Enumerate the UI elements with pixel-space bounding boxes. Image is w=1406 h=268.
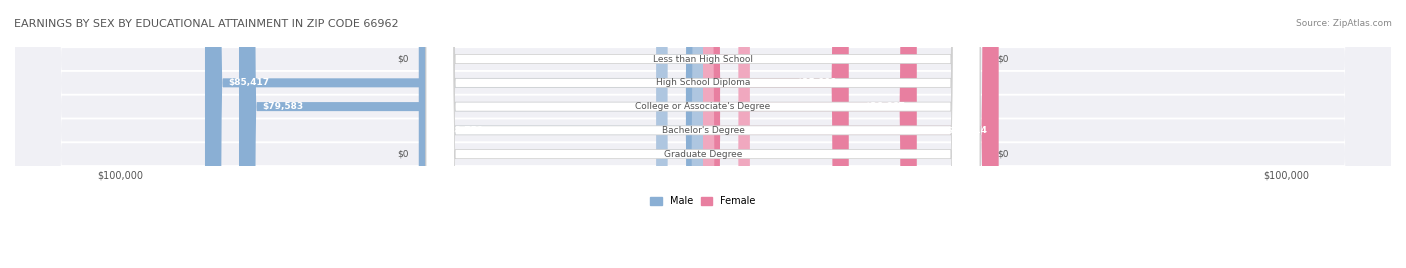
FancyBboxPatch shape [419, 0, 703, 268]
Text: $85,417: $85,417 [228, 78, 270, 87]
FancyBboxPatch shape [703, 0, 917, 268]
FancyBboxPatch shape [703, 0, 849, 268]
FancyBboxPatch shape [426, 0, 980, 268]
Text: High School Diploma: High School Diploma [655, 78, 751, 87]
Text: Source: ZipAtlas.com: Source: ZipAtlas.com [1296, 19, 1392, 28]
FancyBboxPatch shape [426, 0, 980, 268]
FancyBboxPatch shape [15, 0, 1391, 268]
FancyBboxPatch shape [657, 0, 703, 268]
Text: $79,583: $79,583 [263, 102, 304, 111]
FancyBboxPatch shape [703, 0, 749, 268]
FancyBboxPatch shape [426, 0, 980, 268]
FancyBboxPatch shape [703, 0, 998, 268]
FancyBboxPatch shape [703, 0, 749, 268]
Text: $36,667: $36,667 [865, 102, 905, 111]
Text: $0: $0 [997, 55, 1010, 64]
Text: $50,714: $50,714 [946, 126, 987, 135]
Text: Bachelor's Degree: Bachelor's Degree [662, 126, 744, 135]
Text: $0: $0 [396, 55, 409, 64]
FancyBboxPatch shape [15, 0, 1391, 268]
FancyBboxPatch shape [15, 0, 1391, 268]
FancyBboxPatch shape [15, 0, 1391, 268]
FancyBboxPatch shape [239, 0, 703, 268]
FancyBboxPatch shape [657, 0, 703, 268]
Text: $48,750: $48,750 [441, 126, 484, 135]
Text: EARNINGS BY SEX BY EDUCATIONAL ATTAINMENT IN ZIP CODE 66962: EARNINGS BY SEX BY EDUCATIONAL ATTAINMEN… [14, 19, 399, 29]
FancyBboxPatch shape [205, 0, 703, 268]
Text: $0: $0 [997, 150, 1010, 159]
Text: $0: $0 [396, 150, 409, 159]
FancyBboxPatch shape [426, 0, 980, 268]
Text: Graduate Degree: Graduate Degree [664, 150, 742, 159]
Legend: Male, Female: Male, Female [651, 196, 755, 206]
FancyBboxPatch shape [426, 0, 980, 268]
Text: College or Associate's Degree: College or Associate's Degree [636, 102, 770, 111]
Text: $25,000: $25,000 [797, 78, 837, 87]
FancyBboxPatch shape [15, 0, 1391, 268]
Text: Less than High School: Less than High School [652, 55, 754, 64]
